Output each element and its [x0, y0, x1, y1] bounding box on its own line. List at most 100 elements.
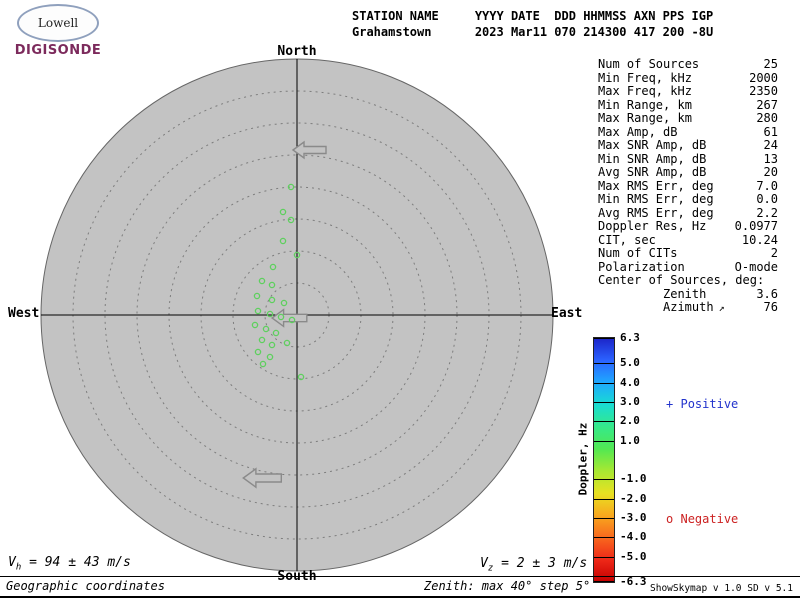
- echo-source-dot: [258, 277, 266, 285]
- stat-label: Azimuth: [663, 300, 714, 314]
- stat-label: Center of Sources, deg:: [598, 273, 765, 287]
- logo-digisonde-text: DIGISONDE: [14, 43, 102, 58]
- vh-value: = 94 ± 43 m/s: [21, 555, 131, 570]
- zenith-range-note: Zenith: max 40° step 5°: [424, 579, 591, 593]
- stat-label: CIT, sec: [598, 232, 656, 247]
- colorbar-tick-label: 5.0: [620, 356, 640, 370]
- stat-label: Num of CITs: [598, 246, 678, 260]
- footer-separator-line: [0, 576, 800, 577]
- colorbar-tick: [594, 338, 614, 339]
- window-bottom-border: [0, 596, 800, 598]
- colorbar-tick-label: -3.0: [620, 511, 647, 525]
- colorbar-tick: [594, 479, 614, 481]
- legend-positive: + Positive: [666, 397, 738, 411]
- echo-source-dot: [283, 339, 291, 347]
- stat-row-azimuth: Azimuth ↗ 76: [598, 300, 778, 315]
- colorbar-tick-label: -5.0: [620, 549, 647, 563]
- stat-value: 3.6: [756, 286, 778, 301]
- colorbar-tick-label: -2.0: [620, 491, 647, 505]
- colorbar-tick-label: 4.0: [620, 375, 640, 389]
- stat-value: 13: [763, 151, 778, 166]
- header-fields-row: STATION NAME YYYY DATE DDD HHMMSS AXN PP…: [352, 9, 714, 23]
- colorbar-tick: [594, 498, 614, 500]
- echo-source-dot: [268, 281, 276, 289]
- circle-icon: o: [666, 512, 674, 526]
- stat-label: Min SNR Amp, dB: [598, 151, 707, 166]
- stat-value: 0.0977: [734, 219, 778, 233]
- stat-label: Avg RMS Err, deg: [598, 205, 714, 220]
- header-values-row: Grahamstown 2023 Mar11 070 214300 417 20…: [352, 25, 714, 39]
- stat-value: 2.2: [756, 205, 778, 220]
- stat-row-doppler-res-hz: Doppler Res, Hz 0.0977: [598, 219, 778, 234]
- version-text: ShowSkymap v 1.0 SD v 5.1: [650, 583, 793, 594]
- stat-row-num-of-sources: Num of Sources 25: [598, 57, 778, 72]
- echo-source-dot: [272, 329, 280, 337]
- echo-source-dot: [268, 341, 276, 349]
- stat-row-min-snr-amp-db: Min SNR Amp, dB 13: [598, 151, 778, 167]
- lowell-logo-oval: Lowell: [17, 4, 99, 42]
- vz-value: = 2 ± 3 m/s: [493, 556, 588, 571]
- echo-source-dot: [254, 348, 262, 356]
- colorbar-tick: [594, 363, 614, 365]
- vz-symbol: V: [480, 556, 488, 571]
- stat-label: Doppler Res, Hz: [598, 219, 707, 233]
- stat-value: 20: [763, 165, 778, 179]
- doppler-colorbar: Doppler, Hz 6.3 5.0 4.0 3.0 2.0 1.0 -1.0 -2.0 -3…: [577, 331, 688, 588]
- echo-source-dot: [259, 360, 267, 368]
- stat-row-max-rms-err-deg: Max RMS Err, deg 7.0: [598, 179, 778, 194]
- lowell-digisonde-logo: Lowell DIGISONDE: [10, 4, 106, 58]
- echo-source-dot: [253, 292, 261, 300]
- colorbar-tick-label: -4.0: [620, 530, 647, 544]
- echo-source-dot: [258, 336, 266, 344]
- stat-row-cit-sec: CIT, sec 10.24: [598, 232, 778, 248]
- echo-source-dot: [279, 237, 287, 245]
- drift-arrow-icon: [242, 467, 282, 489]
- plus-icon: +: [666, 397, 674, 411]
- stat-row-min-rms-err-deg: Min RMS Err, deg 0.0: [598, 192, 778, 207]
- legend-negative: o Negative: [666, 512, 738, 526]
- vh-subscript: h: [15, 562, 22, 573]
- stat-label: Min Freq, kHz: [598, 70, 692, 85]
- stat-value: 2: [770, 246, 778, 260]
- colorbar-tick: [594, 401, 614, 403]
- colorbar-tick-label: 1.0: [620, 433, 640, 447]
- legend-negative-label: Negative: [680, 512, 739, 526]
- stat-label: Max Freq, kHz: [598, 84, 692, 98]
- stat-value: 0.0: [756, 192, 778, 206]
- stat-row-max-amp-db: Max Amp, dB 61: [598, 125, 778, 140]
- colorbar-tick-label: 6.3: [620, 331, 640, 344]
- colorbar-tick: [594, 382, 614, 384]
- colorbar-tick: [594, 440, 614, 442]
- logo-lowell-text: Lowell: [37, 16, 79, 30]
- stat-value: 25: [763, 57, 778, 71]
- colorbar-tick-label: 3.0: [620, 394, 640, 408]
- stat-label: Polarization: [598, 259, 685, 274]
- stat-value: 267: [756, 97, 778, 112]
- echo-source-dot: [254, 307, 262, 315]
- stat-value: 2000: [749, 70, 778, 85]
- stat-label: Min Range, km: [598, 97, 692, 112]
- colorbar-tick: [594, 537, 614, 539]
- echo-source-dot: [287, 183, 295, 191]
- vh-symbol: V: [8, 555, 16, 570]
- stat-row-num-of-cits: Num of CITs 2: [598, 246, 778, 261]
- stat-value: 24: [763, 138, 778, 152]
- echo-source-dot: [268, 296, 276, 304]
- compass-label-west: West: [8, 306, 40, 321]
- coordinate-system-note: Geographic coordinates: [6, 579, 165, 593]
- stat-value: O-mode: [734, 259, 778, 274]
- colorbar-gradient: [593, 337, 615, 583]
- stat-row-max-snr-amp-db: Max SNR Amp, dB 24: [598, 138, 778, 153]
- stat-value: 10.24: [741, 232, 778, 247]
- colorbar-tick: [594, 556, 614, 558]
- echo-source-dot: [279, 208, 287, 216]
- stat-row-avg-snr-amp-db: Avg SNR Amp, dB 20: [598, 165, 778, 180]
- legend-positive-label: Positive: [680, 397, 739, 411]
- stat-label: Num of Sources: [598, 57, 700, 71]
- stat-value: 280: [756, 111, 778, 125]
- stat-label: Zenith: [663, 286, 707, 301]
- stat-label: Min RMS Err, deg: [598, 192, 714, 206]
- echo-source-dot: [251, 321, 259, 329]
